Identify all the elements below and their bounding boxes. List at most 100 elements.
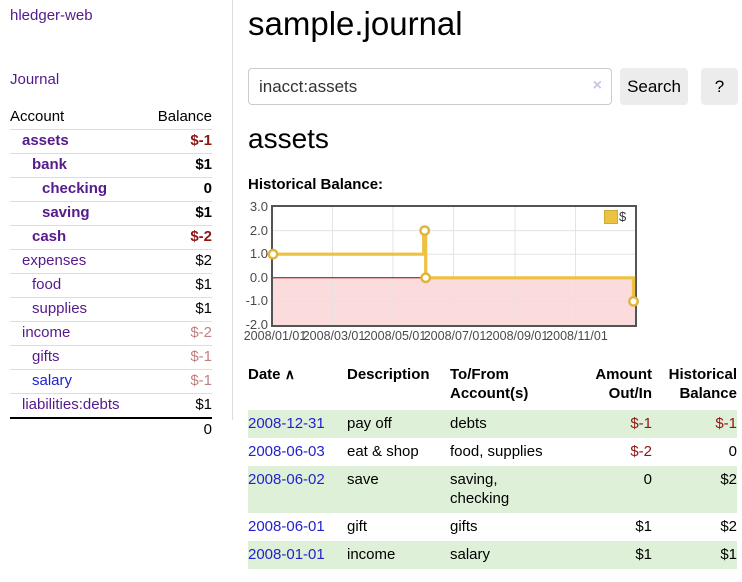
account-balance: $1 [195,156,212,173]
account-link-food[interactable]: food [32,276,62,293]
sidebar-item-journal[interactable]: Journal [10,71,60,88]
legend-swatch-icon [604,209,618,224]
transaction-accounts: food, supplies [450,443,543,460]
accounts-table: Account Balance assets $-1 bank $1 checkin… [10,106,212,442]
x-tick: 2008/11/01 [546,329,608,343]
x-tick: 2008/07/01 [423,329,487,343]
historical-balance-chart: 3.0 2.0 1.0 0.0 -1.0 -2.0 [244,198,742,348]
transaction-accounts: saving, checking [450,471,510,507]
account-link-salary[interactable]: salary [32,372,73,389]
account-row: food $1 [10,273,212,298]
transaction-description: save [347,471,379,488]
account-row: expenses $2 [10,249,212,274]
chart-legend: $ [604,209,626,224]
transaction-accounts: debts [450,415,487,432]
sidebar-divider [232,0,233,420]
transaction-description: gift [347,518,368,535]
transaction-amount: $1 [635,518,652,535]
sidebar: hledger-web Journal Account Balance asse… [0,0,232,440]
col-description: Description [347,366,430,383]
search-input[interactable] [248,68,612,105]
data-point-markers [267,225,639,307]
legend-label: $ [619,209,627,224]
register-header-row: Date ∧ Description To/From Account(s) Am… [248,360,737,410]
chart-svg [267,207,639,325]
x-tick: 2008/05/01 [363,329,427,343]
transaction-description: pay off [347,415,392,432]
search-button[interactable]: Search [620,68,688,105]
account-link-assets[interactable]: assets [22,132,69,149]
transaction-amount: $-1 [630,415,652,432]
account-balance: $1 [195,204,212,221]
transaction-date-link[interactable]: 2008-12-31 [248,415,325,432]
account-row: liabilities:debts $1 [10,393,212,419]
account-row: saving $1 [10,201,212,226]
x-tick: 2008/09/01 [485,329,549,343]
transaction-date-link[interactable]: 2008-06-01 [248,518,325,535]
transaction-description: income [347,546,396,563]
accounts-col-balance: Balance [157,108,212,125]
y-tick: 2.0 [249,223,268,238]
register-table: Date ∧ Description To/From Account(s) Am… [248,360,737,569]
account-link-income[interactable]: income [22,324,71,341]
account-balance: $1 [195,396,212,413]
y-tick: -2.0 [245,317,268,332]
brand-link[interactable]: hledger-web [10,7,93,24]
register-row[interactable]: 2008-06-02 save saving, checking 0 $2 [248,466,737,513]
account-balance: $-1 [190,132,212,149]
account-balance: $-1 [190,372,212,389]
account-link-saving[interactable]: saving [42,204,90,221]
y-tick: 1.0 [249,246,268,261]
register-row[interactable]: 2008-06-01 gift gifts $1 $2 [248,513,737,541]
y-tick: 0.0 [249,270,268,285]
account-link-liabilities-debts[interactable]: liabilities:debts [22,396,120,413]
y-tick: -1.0 [245,293,268,308]
search-input-wrap: × [248,68,612,105]
account-balance: $-2 [190,324,212,341]
col-amount: Amount Out/In [595,366,652,402]
transaction-date-link[interactable]: 2008-01-01 [248,546,325,563]
account-balance: $1 [195,276,212,293]
register-row[interactable]: 2008-06-03 eat & shop food, supplies $-2… [248,438,737,466]
account-link-supplies[interactable]: supplies [32,300,88,317]
transaction-amount: $1 [635,546,652,563]
transaction-accounts: gifts [450,518,478,535]
account-balance: $2 [195,252,212,269]
account-row: checking 0 [10,177,212,202]
account-link-checking[interactable]: checking [42,180,108,197]
account-row: bank $1 [10,153,212,178]
register-row[interactable]: 2008-01-01 income salary $1 $1 [248,541,737,569]
account-row: gifts $-1 [10,345,212,370]
transaction-accounts: salary [450,546,491,563]
transaction-amount: $-2 [630,443,652,460]
account-link-gifts[interactable]: gifts [32,348,60,365]
account-row: cash $-2 [10,225,212,250]
accounts-total-value: 0 [203,421,212,438]
transaction-date-link[interactable]: 2008-06-03 [248,443,325,460]
col-date[interactable]: Date ∧ [248,366,295,383]
sort-asc-icon: ∧ [284,366,295,382]
account-link-bank[interactable]: bank [32,156,68,173]
transaction-date-link[interactable]: 2008-06-02 [248,471,325,488]
register-row[interactable]: 2008-12-31 pay off debts $-1 $-1 [248,410,737,438]
transaction-balance: $-1 [715,415,737,432]
account-balance: 0 [203,180,212,197]
y-tick: 3.0 [249,199,268,214]
transaction-balance: $2 [720,471,737,488]
transaction-balance: 0 [728,443,737,460]
chart-heading: Historical Balance: [248,176,384,193]
accounts-total-row: 0 [10,418,212,442]
help-button[interactable]: ? [701,68,738,105]
transaction-description: eat & shop [347,443,419,460]
x-tick: 2008/03/01 [302,329,366,343]
account-balance: $1 [195,300,212,317]
account-page-title: assets [248,123,329,154]
account-link-cash[interactable]: cash [32,228,67,245]
accounts-col-account: Account [10,108,65,125]
transaction-amount: 0 [643,471,652,488]
clear-search-icon[interactable]: × [592,77,602,94]
account-row: salary $-1 [10,369,212,394]
account-link-expenses[interactable]: expenses [22,252,87,269]
x-tick: 2008/01/01 [243,329,307,343]
transaction-balance: $1 [720,546,737,563]
